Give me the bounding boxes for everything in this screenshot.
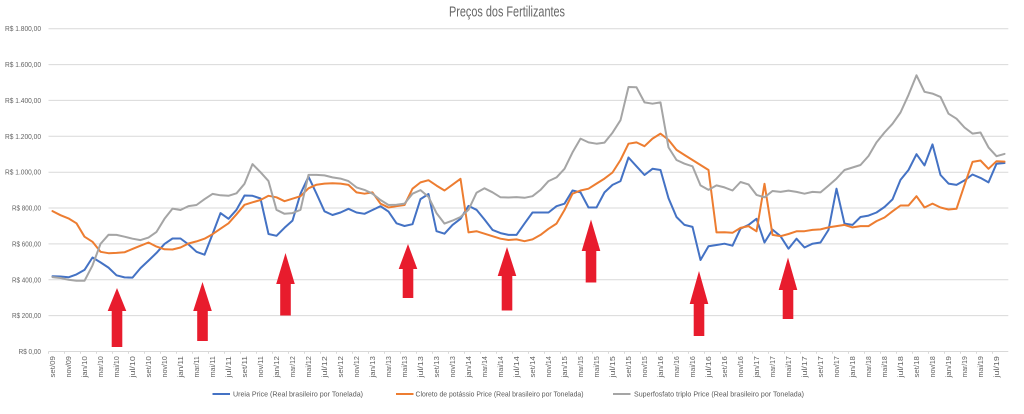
svg-text:nov/11: nov/11 <box>258 356 265 377</box>
svg-text:jul/12: jul/12 <box>322 356 329 379</box>
svg-text:R$ 800,00: R$ 800,00 <box>12 205 41 213</box>
svg-text:set/12: set/12 <box>338 356 345 377</box>
svg-text:nov/17: nov/17 <box>834 356 841 377</box>
svg-text:set/09: set/09 <box>50 356 57 377</box>
svg-text:jan/19: jan/19 <box>946 356 953 379</box>
svg-text:R$ 200,00: R$ 200,00 <box>12 312 41 320</box>
svg-text:mar/19: mar/19 <box>962 356 969 377</box>
svg-text:mai/14: mai/14 <box>498 356 505 377</box>
svg-text:mar/11: mar/11 <box>194 356 201 377</box>
svg-text:mai/17: mai/17 <box>786 356 793 377</box>
svg-text:nov/10: nov/10 <box>162 356 169 377</box>
svg-text:nov/15: nov/15 <box>642 356 649 377</box>
svg-text:R$ 1.000,00: R$ 1.000,00 <box>5 169 41 177</box>
svg-text:nov/13: nov/13 <box>450 356 457 377</box>
svg-text:nov/12: nov/12 <box>354 356 361 377</box>
svg-text:mar/10: mar/10 <box>98 356 105 377</box>
svg-text:jul/10: jul/10 <box>130 356 137 379</box>
svg-text:set/13: set/13 <box>434 356 441 377</box>
svg-text:jan/16: jan/16 <box>658 356 665 379</box>
svg-text:mar/17: mar/17 <box>770 356 777 377</box>
svg-text:R$ 400,00: R$ 400,00 <box>12 276 41 284</box>
svg-text:Preços dos Fertilizantes: Preços dos Fertilizantes <box>449 5 565 21</box>
svg-text:mai/10: mai/10 <box>114 356 121 377</box>
svg-text:mai/11: mai/11 <box>210 356 217 377</box>
svg-text:nov/14: nov/14 <box>546 356 553 377</box>
svg-text:jul/17: jul/17 <box>802 356 809 379</box>
svg-text:Cloreto de potássio Price (Rea: Cloreto de potássio Price (Real brasilei… <box>416 390 584 399</box>
svg-text:jul/16: jul/16 <box>706 356 713 379</box>
svg-text:mar/16: mar/16 <box>674 356 681 377</box>
svg-text:nov/09: nov/09 <box>66 356 73 377</box>
svg-text:jan/11: jan/11 <box>178 356 185 379</box>
svg-text:mar/14: mar/14 <box>482 356 489 377</box>
svg-text:mai/16: mai/16 <box>690 356 697 377</box>
svg-text:jan/12: jan/12 <box>274 356 281 379</box>
svg-text:jan/15: jan/15 <box>562 356 569 379</box>
svg-text:nov/18: nov/18 <box>930 356 937 377</box>
svg-text:R$ 1.600,00: R$ 1.600,00 <box>5 61 41 69</box>
svg-text:jul/18: jul/18 <box>898 356 905 379</box>
svg-text:mai/18: mai/18 <box>882 356 889 377</box>
svg-text:mar/13: mar/13 <box>386 356 393 377</box>
svg-text:jan/13: jan/13 <box>370 356 377 379</box>
svg-text:set/18: set/18 <box>914 356 921 377</box>
svg-text:jan/17: jan/17 <box>754 356 761 379</box>
svg-text:R$ 1.800,00: R$ 1.800,00 <box>5 25 41 33</box>
svg-text:set/14: set/14 <box>530 356 537 377</box>
svg-text:jan/10: jan/10 <box>82 356 89 379</box>
svg-text:Ureia Price (Real brasileiro p: Ureia Price (Real brasileiro por Tonelad… <box>233 390 363 399</box>
svg-text:set/16: set/16 <box>722 356 729 377</box>
svg-text:R$ 600,00: R$ 600,00 <box>12 240 41 248</box>
svg-text:set/17: set/17 <box>818 356 825 377</box>
svg-text:jul/14: jul/14 <box>514 356 521 379</box>
svg-text:R$ 0,00: R$ 0,00 <box>19 348 41 356</box>
svg-text:mai/15: mai/15 <box>594 356 601 377</box>
svg-text:set/10: set/10 <box>146 356 153 377</box>
svg-text:mai/12: mai/12 <box>306 356 313 377</box>
svg-text:mai/13: mai/13 <box>402 356 409 377</box>
svg-text:mai/19: mai/19 <box>978 356 985 377</box>
svg-text:jul/15: jul/15 <box>610 356 617 379</box>
svg-text:mar/18: mar/18 <box>866 356 873 377</box>
svg-text:jul/19: jul/19 <box>994 356 1001 379</box>
svg-text:nov/16: nov/16 <box>738 356 745 377</box>
svg-text:R$ 1.400,00: R$ 1.400,00 <box>5 97 41 105</box>
svg-text:jul/13: jul/13 <box>418 356 425 379</box>
svg-text:set/15: set/15 <box>626 356 633 377</box>
svg-text:mar/12: mar/12 <box>290 356 297 377</box>
svg-text:mar/15: mar/15 <box>578 356 585 377</box>
svg-text:jan/18: jan/18 <box>850 356 857 379</box>
svg-text:jul/11: jul/11 <box>226 356 233 379</box>
svg-text:R$ 1.200,00: R$ 1.200,00 <box>5 133 41 141</box>
svg-text:jan/14: jan/14 <box>466 356 473 379</box>
svg-text:Superfosfato triplo Price (Rea: Superfosfato triplo Price (Real brasilei… <box>634 390 804 399</box>
svg-text:set/11: set/11 <box>242 356 249 377</box>
